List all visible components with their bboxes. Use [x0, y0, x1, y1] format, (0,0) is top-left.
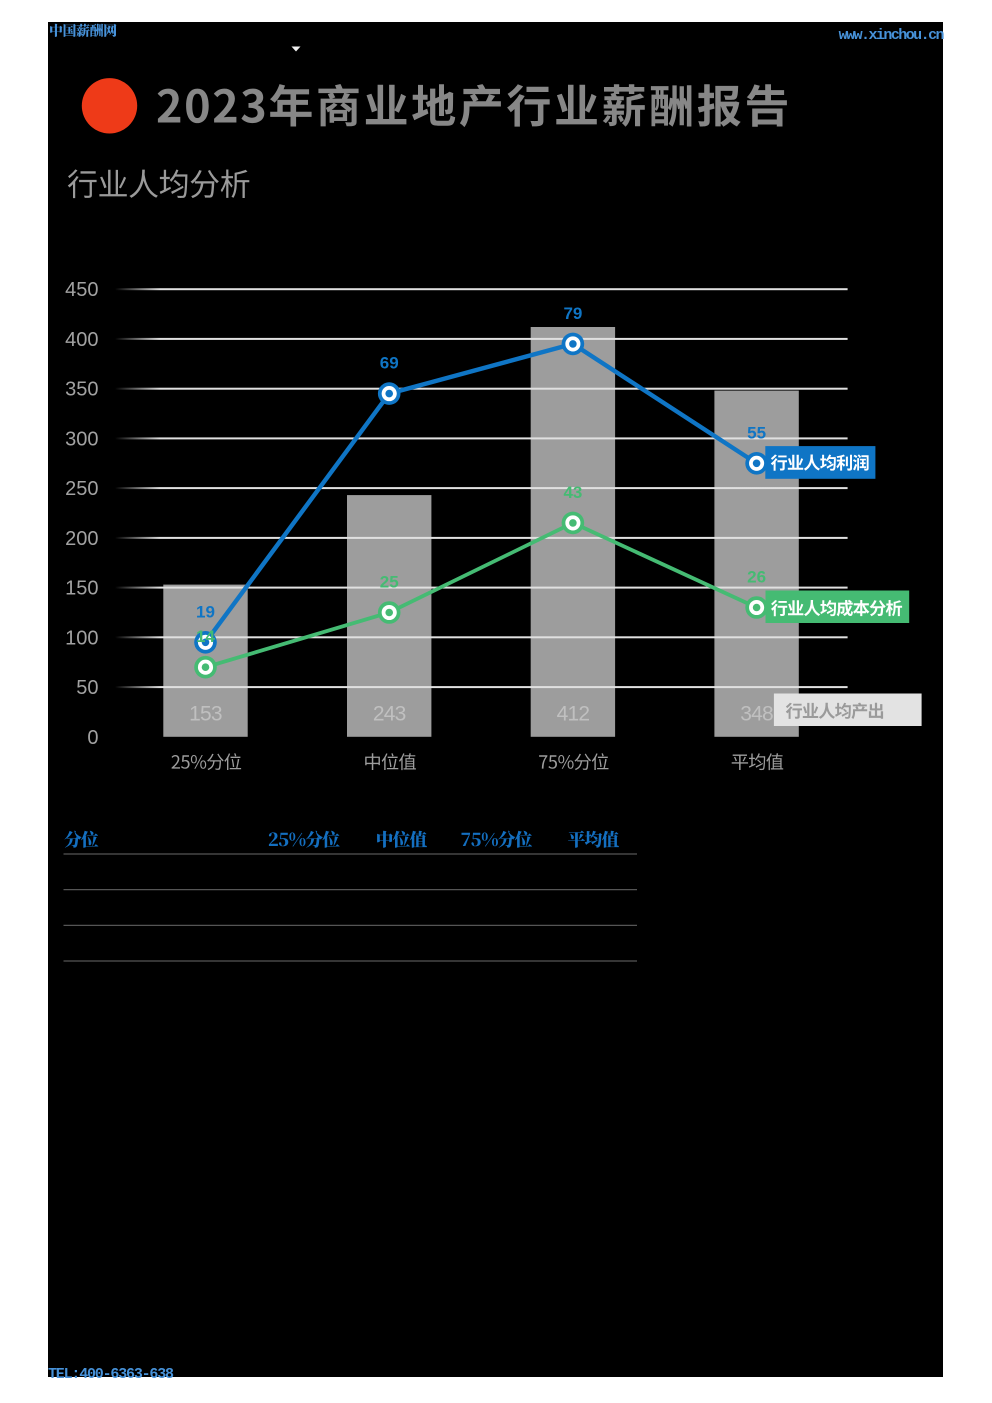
svg-text:50: 50	[76, 677, 98, 699]
svg-text:243: 243	[373, 703, 406, 726]
svg-text:450: 450	[65, 279, 98, 301]
svg-text:25: 25	[380, 573, 399, 592]
svg-text:350: 350	[65, 379, 98, 401]
svg-text:19: 19	[196, 602, 215, 621]
svg-text:150: 150	[65, 578, 98, 600]
svg-text:26: 26	[747, 568, 766, 587]
svg-text:43: 43	[563, 483, 582, 502]
svg-text:14: 14	[196, 627, 215, 646]
svg-text:412: 412	[557, 703, 590, 726]
svg-text:200: 200	[65, 528, 98, 550]
svg-text:300: 300	[65, 428, 98, 450]
svg-text:100: 100	[65, 627, 98, 649]
svg-text:153: 153	[189, 703, 222, 726]
svg-text:69: 69	[380, 354, 399, 373]
svg-text:79: 79	[563, 304, 582, 323]
svg-text:55: 55	[747, 423, 766, 442]
svg-text:0: 0	[87, 727, 98, 749]
svg-text:400: 400	[65, 329, 98, 351]
svg-text:250: 250	[65, 478, 98, 500]
svg-text:348: 348	[740, 703, 773, 726]
